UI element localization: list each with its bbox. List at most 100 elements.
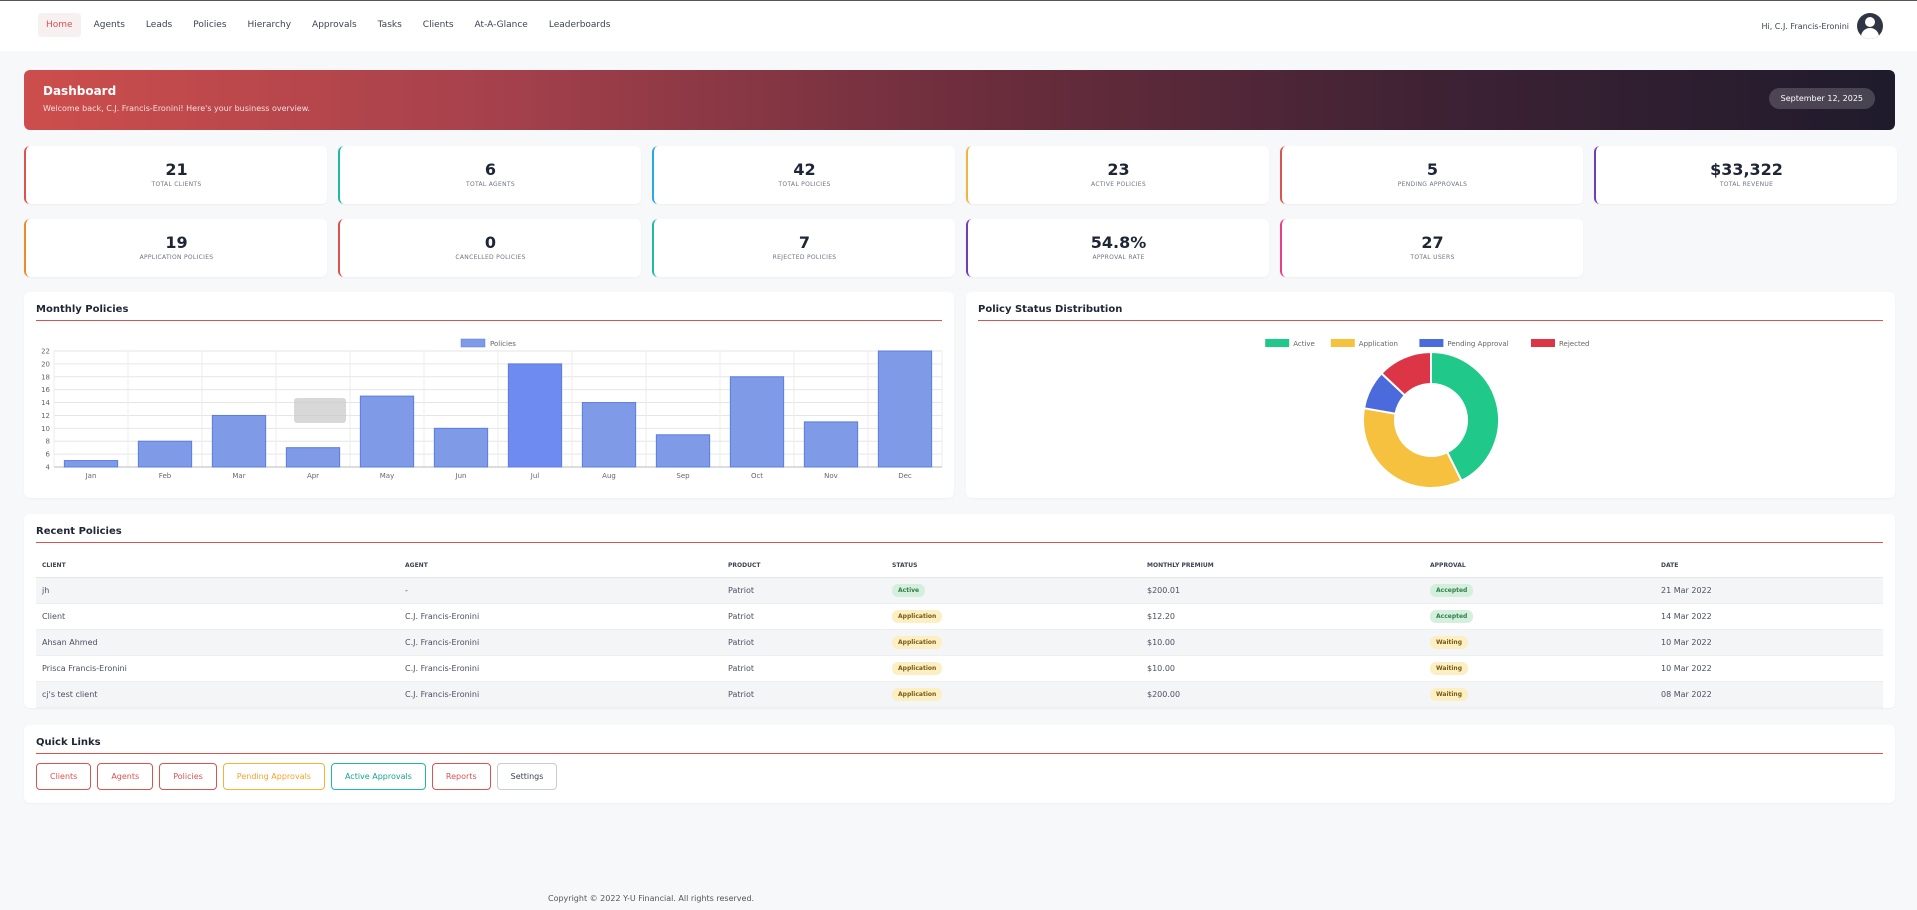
card-divider bbox=[36, 320, 942, 321]
x-tick-label: Apr bbox=[307, 472, 319, 480]
slice-active bbox=[1430, 350, 1500, 483]
x-tick-label: Oct bbox=[751, 472, 763, 480]
stat-label: APPLICATION POLICIES bbox=[139, 254, 214, 261]
y-tick-label: 8 bbox=[46, 438, 50, 446]
bar-may bbox=[359, 395, 415, 468]
x-tick-label: Sep bbox=[676, 472, 690, 480]
column-header-client[interactable]: CLIENT bbox=[36, 554, 399, 578]
cell-status: Active bbox=[886, 577, 1141, 604]
nav-at-a-glance[interactable]: At-A-Glance bbox=[474, 20, 528, 30]
stat-label: TOTAL POLICIES bbox=[778, 181, 831, 188]
nav-agents[interactable]: Agents bbox=[93, 20, 125, 30]
nav-hierarchy[interactable]: Hierarchy bbox=[247, 20, 292, 30]
x-tick-label: Jul bbox=[530, 472, 540, 480]
x-tick-label: Jun bbox=[455, 472, 467, 480]
nav-policies[interactable]: Policies bbox=[193, 20, 227, 30]
cell-status: Application bbox=[886, 603, 1141, 630]
table-row[interactable]: Client C.J. Francis-Eronini Patriot Applica… bbox=[36, 603, 1883, 630]
y-tick-label: 20 bbox=[41, 360, 50, 368]
stat-total-users: 27 TOTAL USERS bbox=[1280, 219, 1583, 277]
nav-leaderboards[interactable]: Leaderboards bbox=[548, 20, 611, 30]
bar-aug bbox=[581, 402, 637, 468]
dashboard-hero-banner: Dashboard Welcome back, C.J. Francis-Ero… bbox=[24, 70, 1895, 130]
stat-cancelled-policies: 0 CANCELLED POLICIES bbox=[338, 219, 641, 277]
card-divider bbox=[978, 320, 1883, 321]
table-row[interactable]: cj's test client C.J. Francis-Eronini Patr… bbox=[36, 681, 1883, 708]
recent-policies-card: Recent Policies CLIENT AGENT PRODUCT STATUS… bbox=[24, 514, 1895, 708]
cell-product: Patriot bbox=[722, 655, 886, 682]
stat-value: 23 bbox=[1107, 160, 1130, 179]
approval-badge: Accepted bbox=[1430, 584, 1474, 597]
policy-status-card: Policy Status Distribution Active Applica… bbox=[966, 292, 1895, 498]
cell-date: 08 Mar 2022 bbox=[1655, 681, 1883, 708]
x-tick-label: Dec bbox=[898, 472, 912, 480]
legend-label-policies: Policies bbox=[490, 340, 516, 348]
stat-value: 5 bbox=[1426, 160, 1439, 179]
policy-status-title: Policy Status Distribution bbox=[978, 304, 1123, 315]
cell-premium: $12.20 bbox=[1141, 603, 1424, 630]
bar-oct bbox=[729, 376, 785, 468]
x-tick-label: Nov bbox=[824, 472, 838, 480]
cell-date: 21 Mar 2022 bbox=[1655, 577, 1883, 604]
footer-copyright: Copyright © 2022 Y-U Financial. All righ… bbox=[548, 894, 755, 903]
column-header-monthly-premium[interactable]: MONTHLY PREMIUM bbox=[1141, 554, 1424, 578]
bar-dec bbox=[877, 350, 933, 468]
x-tick-label: May bbox=[380, 472, 394, 480]
column-header-date[interactable]: DATE bbox=[1655, 554, 1883, 578]
column-header-status[interactable]: STATUS bbox=[886, 554, 1141, 578]
quick-link-pending-approvals-button[interactable]: Pending Approvals bbox=[222, 763, 325, 790]
bar-feb bbox=[137, 440, 193, 468]
cell-premium: $10.00 bbox=[1141, 629, 1424, 656]
table-header-row: CLIENT AGENT PRODUCT STATUS MONTHLY PREMIUM A… bbox=[36, 554, 1883, 578]
x-tick-label: Feb bbox=[159, 472, 172, 480]
stat-total-agents: 6 TOTAL AGENTS bbox=[338, 146, 641, 204]
legend-label-pending-approval: Pending Approval bbox=[1447, 340, 1508, 348]
bar-mar bbox=[211, 414, 267, 468]
cell-product: Patriot bbox=[722, 629, 886, 656]
stat-approval-rate: 54.8% APPROVAL RATE bbox=[966, 219, 1269, 277]
bar-jun bbox=[433, 427, 489, 468]
cell-product: Patriot bbox=[722, 603, 886, 630]
quick-link-settings-button[interactable]: Settings bbox=[496, 763, 558, 790]
quick-link-reports-button[interactable]: Reports bbox=[431, 763, 491, 790]
slice-rejected bbox=[1380, 350, 1432, 397]
column-header-product[interactable]: PRODUCT bbox=[722, 554, 886, 578]
quick-link-policies-button[interactable]: Policies bbox=[159, 763, 217, 790]
cell-client: Ahsan Ahmed bbox=[36, 629, 399, 656]
approval-badge: Accepted bbox=[1430, 610, 1474, 623]
legend-swatch-pending-approval bbox=[1419, 339, 1444, 347]
bar-apr bbox=[285, 447, 341, 468]
stat-value: 6 bbox=[484, 160, 497, 179]
quick-link-active-approvals-button[interactable]: Active Approvals bbox=[330, 763, 426, 790]
stat-label: TOTAL CLIENTS bbox=[151, 181, 202, 188]
user-menu[interactable]: Hi, C.J. Francis-Eronini bbox=[1761, 13, 1883, 39]
stat-value: 27 bbox=[1421, 233, 1444, 252]
column-header-agent[interactable]: AGENT bbox=[399, 554, 722, 578]
column-header-approval[interactable]: APPROVAL bbox=[1424, 554, 1655, 578]
stat-label: TOTAL USERS bbox=[1410, 254, 1455, 261]
bar-jul bbox=[507, 363, 563, 468]
table-row[interactable]: Prisca Francis-Eronini C.J. Francis-Eroni… bbox=[36, 655, 1883, 682]
cell-premium: $10.00 bbox=[1141, 655, 1424, 682]
nav-approvals[interactable]: Approvals bbox=[312, 20, 357, 30]
quick-link-agents-button[interactable]: Agents bbox=[97, 763, 154, 790]
quick-links-title: Quick Links bbox=[36, 737, 101, 748]
user-greeting[interactable]: Hi, C.J. Francis-Eronini bbox=[1761, 21, 1849, 31]
nav-tasks[interactable]: Tasks bbox=[377, 20, 402, 30]
cell-premium: $200.00 bbox=[1141, 681, 1424, 708]
table-row[interactable]: jh - Patriot Active $200.01 Accepted 21 Mar 20… bbox=[36, 577, 1883, 604]
avatar-icon[interactable] bbox=[1857, 13, 1883, 39]
cell-approval: Accepted bbox=[1424, 603, 1655, 630]
monthly-policies-chart: Policies 4 6 8 10 12 14 16 18 20 22 Jan Feb Mar Apr May… bbox=[41, 338, 943, 480]
nav-clients[interactable]: Clients bbox=[422, 20, 454, 30]
approval-badge: Waiting bbox=[1430, 636, 1469, 649]
legend-label-application: Application bbox=[1359, 340, 1398, 348]
legend-swatch-rejected bbox=[1531, 339, 1555, 347]
nav-leads[interactable]: Leads bbox=[145, 20, 173, 30]
nav-home[interactable]: Home bbox=[38, 13, 81, 37]
cell-approval: Accepted bbox=[1424, 577, 1655, 604]
table-row[interactable]: Ahsan Ahmed C.J. Francis-Eronini Patriot Ap… bbox=[36, 629, 1883, 656]
slice-application bbox=[1362, 407, 1463, 489]
cell-date: 10 Mar 2022 bbox=[1655, 629, 1883, 656]
quick-link-clients-button[interactable]: Clients bbox=[36, 763, 92, 790]
